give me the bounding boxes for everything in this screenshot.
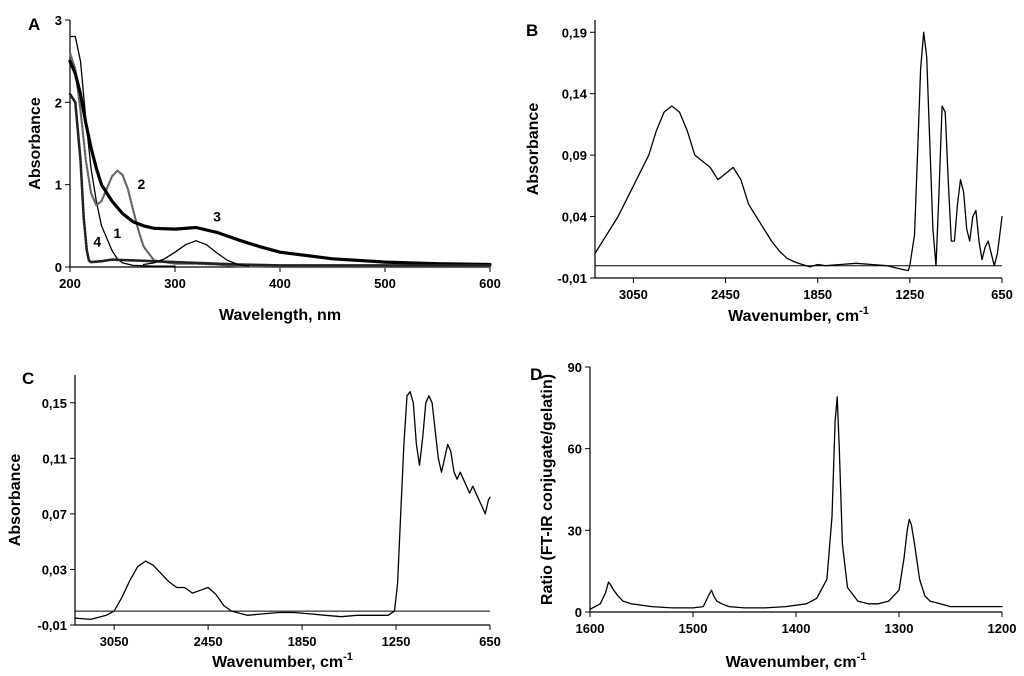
- x-tick-label: 2450: [711, 287, 740, 302]
- y-tick-label: 0,09: [562, 148, 587, 163]
- x-tick-label: 1500: [679, 621, 708, 636]
- y-tick-label: 60: [568, 442, 582, 457]
- y-tick-label: 0: [55, 260, 62, 275]
- panel-b: B 3050 2450 1850 1250 650 -0,01 0,04 0,09 0,14 0,1…: [525, 20, 1013, 325]
- x-tick-label: 1250: [895, 287, 924, 302]
- series-line-spectrum: [74, 391, 491, 621]
- series-line-2: [68, 51, 492, 269]
- panel-d: D 1600 1500 1400 1300 1200 0 30 60 90 Wavenumber, …: [530, 360, 1016, 671]
- y-tick-label: 30: [568, 523, 582, 538]
- x-tick-label: 3050: [100, 634, 129, 649]
- x-tick-label: 1850: [803, 287, 832, 302]
- x-tick-label: 600: [479, 276, 501, 291]
- y-tick-label: 0,19: [562, 25, 587, 40]
- curve-label: 3: [213, 209, 221, 225]
- x-axis-label: Wavenumber, cm-1: [728, 305, 869, 325]
- series-line-spectrum: [594, 31, 1003, 272]
- x-tick-label: 650: [479, 634, 501, 649]
- x-axis-label: Wavenumber, cm-1: [212, 651, 353, 671]
- panel-a: A 200 300 400 500 600 0 1 2 3 Wavelength, nm Absorb…: [27, 13, 501, 324]
- x-tick-label: 3050: [619, 287, 648, 302]
- y-axis-label: Absorbance: [7, 454, 24, 547]
- x-tick-label: 650: [991, 287, 1013, 302]
- x-tick-label: 500: [374, 276, 396, 291]
- curve-label: 2: [138, 176, 146, 192]
- x-tick-label: 400: [269, 276, 291, 291]
- x-tick-label: 1300: [885, 621, 914, 636]
- curve-label: 4: [93, 233, 101, 249]
- x-tick-label: 1850: [288, 634, 317, 649]
- y-tick-label: 3: [55, 13, 62, 28]
- x-axis-label: Wavelength, nm: [219, 307, 341, 324]
- y-tick-label: 0,15: [42, 396, 67, 411]
- y-tick-label: 0,07: [42, 507, 67, 522]
- x-axis-label: Wavenumber, cm-1: [726, 651, 867, 671]
- series-line-gaussian: [142, 240, 250, 267]
- panel-c: C 3050 2450 1850 1250 650 -0,01 0,03 0,07 0,11 0,1…: [7, 369, 501, 671]
- curve-label: 1: [113, 225, 121, 241]
- x-tick-label: 300: [164, 276, 186, 291]
- series-line-3: [68, 59, 492, 267]
- y-tick-label: 90: [568, 360, 582, 375]
- series-line-4: [68, 92, 492, 267]
- panel-letter: D: [530, 365, 542, 384]
- series-line-ratio: [589, 396, 1003, 610]
- y-axis-label: Ratio (FT-IR conjugate/gelatin): [539, 374, 556, 605]
- panel-letter: B: [526, 21, 538, 40]
- panel-letter: C: [22, 369, 34, 388]
- y-tick-label: 0,11: [42, 451, 67, 466]
- x-tick-label: 1400: [782, 621, 811, 636]
- y-tick-label: 0,04: [562, 210, 588, 225]
- y-tick-label: 0: [575, 605, 582, 620]
- y-axis-label: Absorbance: [27, 97, 44, 190]
- y-tick-label: 2: [55, 95, 62, 110]
- x-tick-label: 2450: [194, 634, 223, 649]
- y-tick-label: 0,14: [562, 87, 588, 102]
- x-tick-label: 200: [59, 276, 81, 291]
- y-tick-label: -0,01: [557, 271, 587, 286]
- series-line-1: [69, 35, 176, 267]
- y-tick-label: 1: [55, 178, 62, 193]
- y-tick-label: 0,03: [42, 562, 67, 577]
- x-tick-label: 1250: [382, 634, 411, 649]
- x-tick-label: 1200: [988, 621, 1017, 636]
- y-tick-label: -0,01: [37, 618, 67, 633]
- panel-letter: A: [28, 15, 40, 34]
- y-axis-label: Absorbance: [525, 103, 542, 196]
- x-tick-label: 1600: [576, 621, 605, 636]
